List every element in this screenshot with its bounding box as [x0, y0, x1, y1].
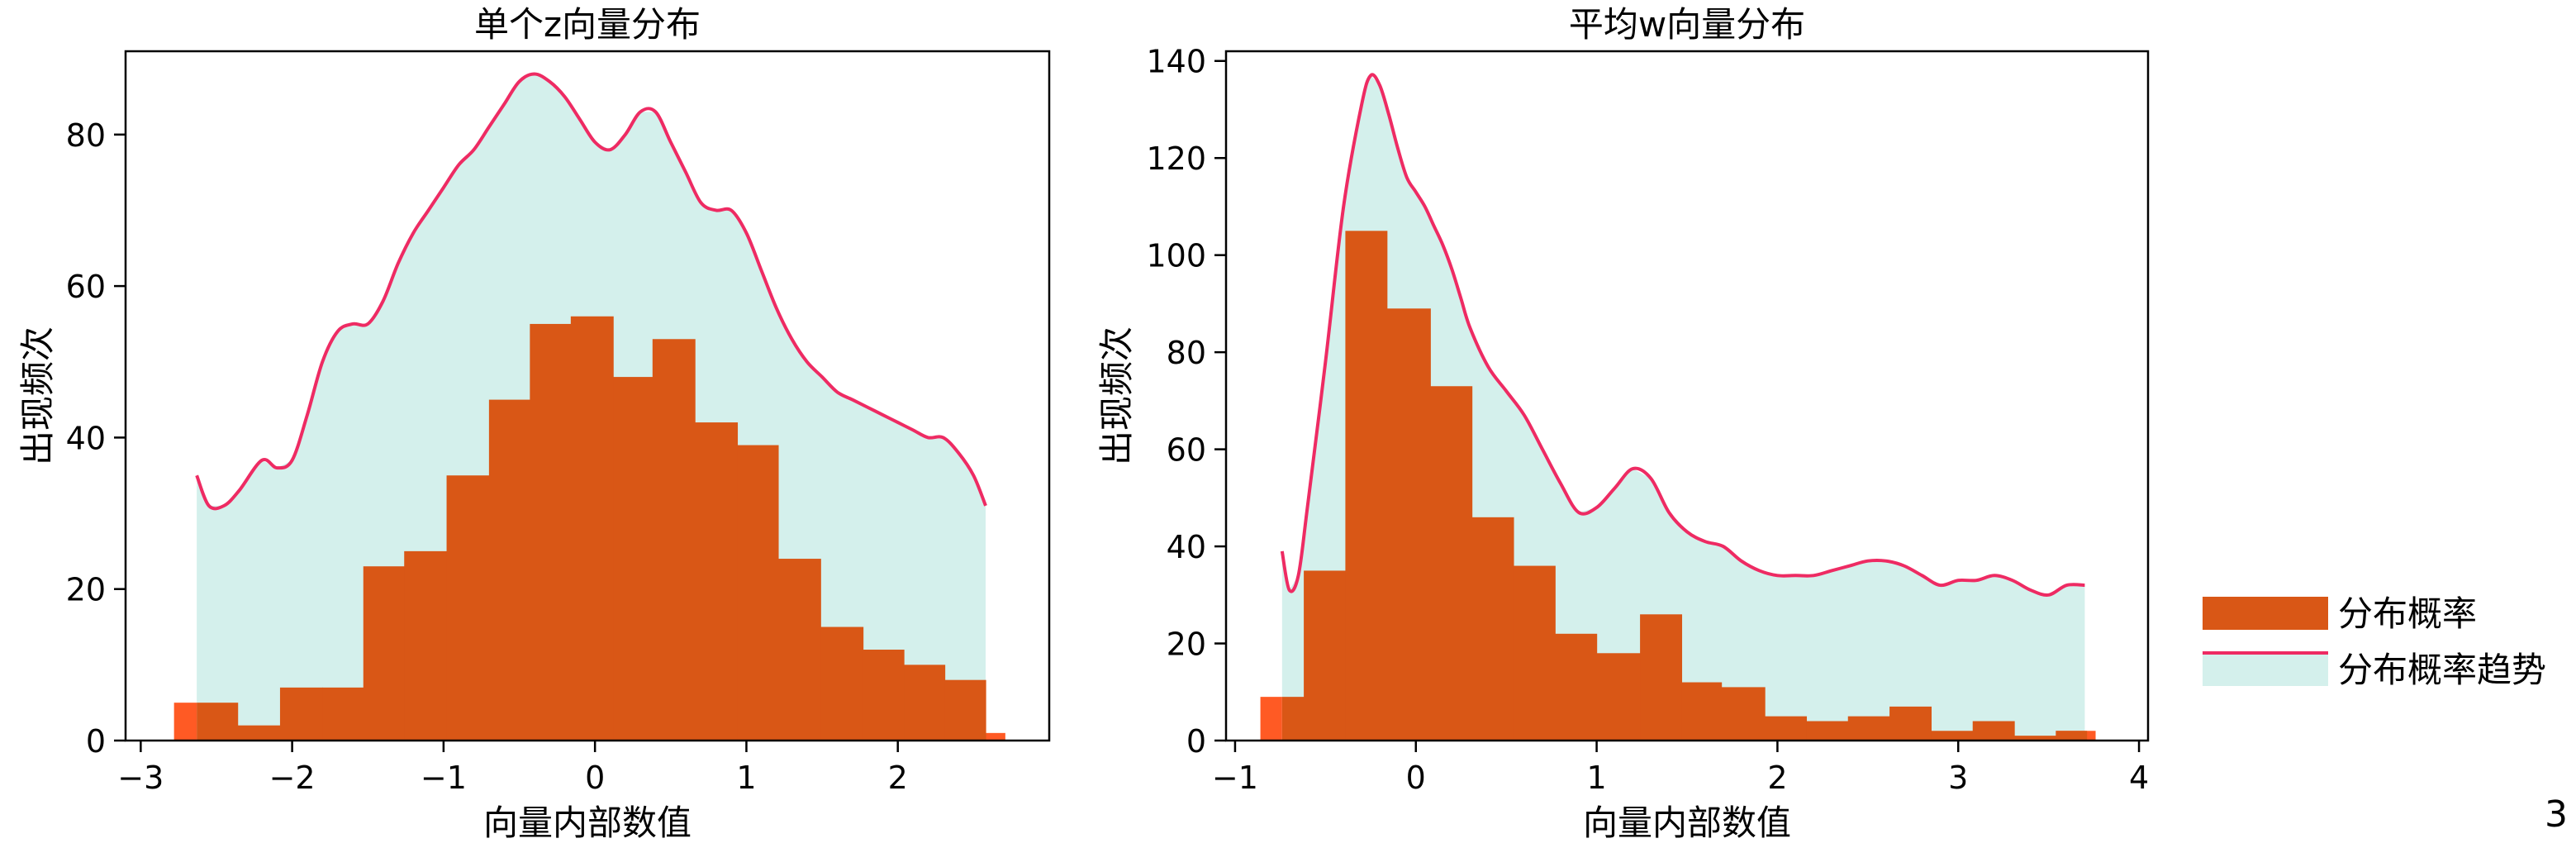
histogram-bar [904, 665, 946, 741]
y-tick-label: 40 [66, 420, 106, 456]
y-tick-label: 120 [1146, 141, 1206, 177]
plot-frame [1224, 50, 2150, 742]
histogram-bar [1972, 721, 2015, 741]
y-tick-label: 0 [86, 723, 106, 760]
histogram-bar [530, 323, 572, 741]
x-tick-label: 0 [1406, 760, 1426, 796]
histogram-bar [863, 650, 905, 741]
edge-bar [1260, 697, 1282, 741]
y-axis-label: 出现频次 [17, 326, 58, 465]
histogram-bar [570, 316, 614, 741]
chart-title: 单个z向量分布 [474, 4, 701, 45]
y-tick-label: 0 [1186, 723, 1206, 760]
x-tick-label: −1 [1212, 760, 1258, 796]
trend-line [1280, 73, 2085, 597]
histogram-bar [1806, 721, 1849, 741]
x-tick-label: 3 [1948, 760, 1968, 796]
histogram-bar [2056, 731, 2088, 741]
chart-title: 平均w向量分布 [1569, 4, 1805, 45]
histogram-bar [944, 679, 986, 741]
y-axis-label: 出现频次 [1096, 326, 1137, 465]
histogram-bar [363, 566, 405, 741]
y-tick-label: 140 [1146, 44, 1206, 80]
legend-trend-fill-swatch [2203, 653, 2328, 686]
x-tick-label: −1 [421, 760, 467, 796]
histogram-bar [1304, 570, 1347, 741]
histogram-bar [237, 725, 281, 741]
histogram-bar [1931, 731, 1974, 741]
histogram-bar [1596, 653, 1641, 741]
histogram-bar [695, 422, 739, 741]
x-tick-label: −3 [117, 760, 164, 796]
edge-bar [986, 732, 1005, 741]
histogram-bar [322, 687, 364, 741]
histogram-bar [613, 377, 654, 741]
histogram-bar [1640, 614, 1683, 741]
y-tick-label: 20 [66, 572, 106, 608]
histogram-bar [2014, 736, 2056, 741]
x-tick-label: −2 [269, 760, 316, 796]
x-tick-label: 1 [736, 760, 756, 796]
edge-bar [173, 703, 197, 741]
x-tick-label: 1 [1586, 760, 1606, 796]
histogram-bar [1513, 565, 1556, 741]
y-tick-label: 100 [1146, 238, 1206, 274]
legend-bar-swatch [2203, 597, 2328, 630]
plot-frame [124, 50, 1051, 742]
x-axis-label: 向量内部数值 [1583, 803, 1791, 843]
histogram-bar [1471, 517, 1514, 741]
histogram-bar [1765, 716, 1808, 741]
histogram-bar [279, 687, 323, 741]
page-number: 3 [2545, 793, 2568, 836]
legend-bar-label: 分布概率 [2338, 593, 2477, 634]
histogram-bar [1430, 386, 1473, 741]
y-tick-label: 60 [66, 269, 106, 305]
y-tick-label: 40 [1167, 529, 1206, 565]
x-tick-label: 2 [888, 760, 908, 796]
histogram-bar [404, 550, 448, 741]
histogram-bar [652, 339, 696, 741]
histogram-bar [1681, 682, 1723, 741]
x-tick-label: 2 [1767, 760, 1787, 796]
histogram-bar [1281, 697, 1305, 741]
y-tick-label: 80 [1167, 335, 1206, 371]
y-tick-label: 60 [1167, 432, 1206, 469]
legend-trend-label: 分布概率趋势 [2338, 650, 2546, 690]
y-tick-label: 80 [66, 117, 106, 154]
histogram-bar [488, 399, 530, 741]
histogram-bar [1555, 633, 1598, 741]
histogram-bar [737, 445, 779, 741]
chart-mean-w-vector: −1 0 1 2 3 4020406080100120140平均w向量分布向量内部数值出现… [1096, 4, 2150, 843]
histogram-bar [1889, 706, 1932, 741]
histogram-bar [1386, 308, 1431, 741]
histogram-bar [197, 703, 239, 741]
x-tick-label: 4 [2129, 760, 2149, 796]
histogram-bar [820, 626, 864, 741]
x-tick-label: 0 [585, 760, 605, 796]
histogram-bar [777, 559, 821, 741]
legend: 分布概率 分布概率趋势 [2203, 593, 2546, 690]
y-tick-label: 20 [1167, 626, 1206, 663]
histogram-bar [1721, 687, 1766, 741]
histogram-bar [446, 475, 490, 741]
trend-line [195, 72, 987, 511]
histogram-bar [1345, 231, 1388, 741]
histogram-bar [1847, 716, 1890, 741]
x-axis-label: 向量内部数值 [483, 803, 692, 843]
